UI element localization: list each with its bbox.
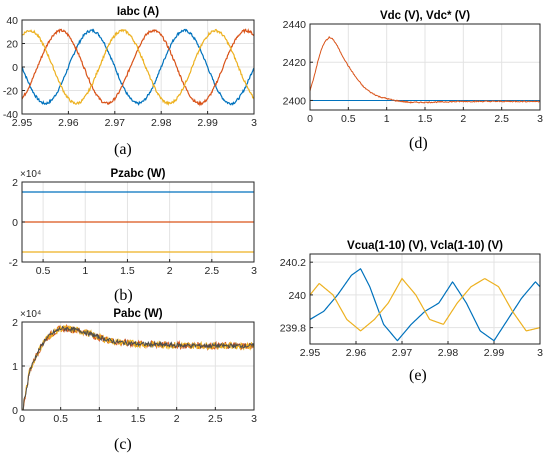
x-tick-label: 0.5 [341, 113, 356, 125]
chart-title: Pabc (W) [113, 308, 162, 320]
x-tick-label: 3 [251, 413, 257, 425]
x-tick-label: 2.99 [484, 347, 505, 359]
y-tick-label: 2 [12, 317, 18, 329]
x-tick-label: 2.5 [208, 413, 223, 425]
y-tick-label: 0 [12, 405, 18, 417]
x-tick-label: 2.97 [392, 347, 413, 359]
x-tick-label: 2.97 [105, 117, 126, 129]
y-exponent-label: ×10⁴ [20, 169, 41, 180]
chart-e: 2.95 2.96 2.97 2.98 2.99 3 239.8 240 240.2 Vcua(1… [280, 240, 543, 359]
chart-title: Vcua(1-10) (V), Vcla(1-10) (V) [347, 240, 503, 252]
x-tick-label: 2.98 [151, 117, 172, 129]
x-tick-label: 1.5 [120, 265, 135, 277]
y-tick-label: 20 [6, 39, 18, 51]
plot-area [22, 191, 254, 253]
y-tick-label: 239.8 [280, 323, 306, 335]
x-tick-label: 3 [537, 113, 543, 125]
x-tick-label: 1.5 [131, 413, 146, 425]
plot-area [22, 28, 254, 107]
x-tick-label: 3 [251, 265, 257, 277]
y-tick-label: 0 [12, 217, 18, 229]
axes-box [309, 253, 541, 345]
chart-title: Iabc (A) [117, 6, 159, 18]
x-tick-label: 3 [537, 347, 543, 359]
y-tick-label: 40 [6, 15, 18, 27]
plot-area [310, 267, 540, 342]
plot-area [310, 35, 540, 104]
series-line-1 [310, 267, 540, 342]
x-tick-label: 1.5 [418, 113, 433, 125]
x-tick-label: 1 [96, 413, 102, 425]
y-tick-label: -20 [3, 86, 18, 98]
x-tick-label: 2.98 [438, 347, 459, 359]
x-tick-label: 2.96 [58, 117, 79, 129]
caption-b: (b) [114, 287, 133, 304]
series-line-2 [310, 277, 540, 332]
y-tick-label: 2440 [283, 19, 307, 31]
plot-area [22, 324, 254, 410]
caption-d: (d) [409, 135, 428, 152]
y-tick-label: 1 [12, 361, 18, 373]
chart-c: 0 0.5 1 1.5 2 2.5 3 0 1 2 Pabc (W) ×10⁴ [12, 308, 257, 425]
series-line-3 [22, 28, 254, 107]
x-tick-label: 1 [384, 113, 390, 125]
caption-a: (a) [114, 141, 132, 158]
y-tick-label: 240.2 [280, 257, 306, 269]
x-tick-label: 2.5 [494, 113, 509, 125]
x-tick-label: 2.95 [12, 117, 33, 129]
series-line-2 [310, 35, 540, 104]
y-tick-label: 240 [288, 290, 306, 302]
chart-a: 2.95 2.96 2.97 2.98 2.99 3 -40 -20 0 20 40 Iabc (A) [3, 6, 257, 129]
y-tick-label: 2400 [283, 95, 307, 107]
chart-title: Vdc (V), Vdc* (V) [380, 10, 470, 22]
x-tick-label: 2 [174, 413, 180, 425]
y-tick-label: 2 [12, 177, 18, 189]
x-tick-label: 2 [460, 113, 466, 125]
x-tick-label: 0.5 [36, 265, 51, 277]
y-tick-label: -2 [9, 257, 18, 269]
chart-title: Pzabc (W) [111, 168, 166, 180]
series-line-3 [22, 325, 254, 410]
caption-e: (e) [409, 367, 427, 384]
y-tick-label: -40 [3, 109, 18, 121]
x-tick-label: 2 [167, 265, 173, 277]
x-tick-label: 2.96 [346, 347, 367, 359]
x-tick-label: 2.95 [300, 347, 321, 359]
x-tick-label: 2.5 [205, 265, 220, 277]
x-tick-label: 2.99 [197, 117, 218, 129]
x-tick-label: 1 [82, 265, 88, 277]
x-tick-label: 3 [251, 117, 257, 129]
x-tick-label: 0 [307, 113, 313, 125]
y-tick-label: 0 [12, 62, 18, 74]
caption-c: (c) [114, 436, 132, 453]
x-tick-label: 0 [19, 413, 25, 425]
chart-d: 0 0.5 1 1.5 2 2.5 3 2400 2420 2440 Vdc (V), Vdc* (… [283, 10, 543, 125]
y-exponent-label: ×10⁴ [20, 309, 41, 320]
x-tick-label: 0.5 [53, 413, 68, 425]
y-tick-label: 2420 [283, 57, 307, 69]
chart-b: 0.5 1 1.5 2 2.5 3 -2 0 2 Pzabc (W) ×10⁴ [9, 168, 257, 277]
